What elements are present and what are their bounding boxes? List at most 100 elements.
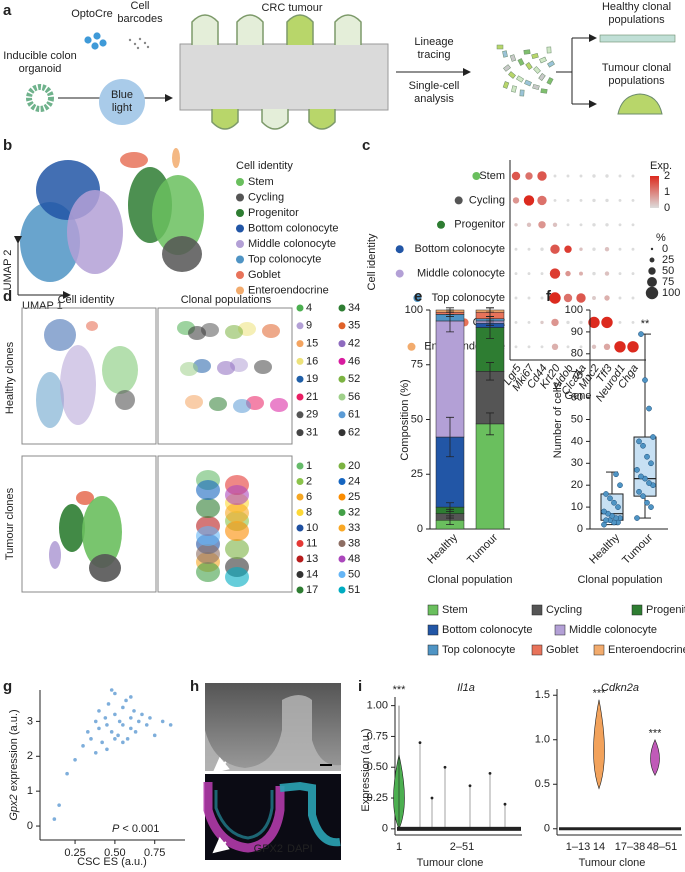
- legend-swatch: [236, 209, 244, 217]
- size-key: [648, 267, 656, 275]
- legend-label: Goblet: [248, 269, 280, 281]
- legend-label: 17: [306, 584, 318, 596]
- barcode-particle: [146, 45, 150, 49]
- single-cell-label: Single-cell analysis: [409, 80, 460, 105]
- legend-label: 31: [306, 427, 318, 439]
- legend-label: 33: [348, 522, 360, 534]
- legend-label: 24: [348, 475, 360, 487]
- legend-swatch: [296, 571, 304, 578]
- legend-label: Bottom colonocyte: [248, 222, 339, 234]
- clone-region: [188, 326, 206, 340]
- row-swatch: [407, 342, 416, 351]
- cluster-region: [102, 346, 138, 394]
- dot: [527, 272, 531, 276]
- blue-light-label: Blue light: [111, 89, 133, 114]
- point: [105, 723, 109, 727]
- row-label: Progenitor: [454, 219, 505, 231]
- legend-swatch: [296, 478, 304, 485]
- y-tick-label: 0.50: [367, 761, 388, 773]
- axis-label: Clonal population: [577, 574, 662, 586]
- y-tick-label: 90: [571, 326, 583, 338]
- dot: [605, 198, 609, 203]
- row-label: Middle colonocyte: [417, 268, 505, 280]
- x-tick-label: 0.50: [104, 847, 125, 859]
- cell-icon: [539, 56, 547, 64]
- legend-label: Progenitor: [248, 207, 299, 219]
- dot: [579, 198, 583, 202]
- clone-region: [209, 397, 227, 411]
- optocre-particle: [93, 32, 101, 40]
- clone-region: [196, 526, 220, 546]
- row-swatch: [472, 172, 481, 180]
- legend-swatch: [296, 555, 304, 563]
- cell-icon: [517, 58, 525, 66]
- y-tick-label: 60: [571, 392, 583, 404]
- point: [129, 726, 133, 731]
- size-key: [650, 247, 654, 251]
- clone-region: [225, 325, 243, 339]
- legend-label: Top colonocyte: [248, 253, 321, 265]
- cell-icon: [546, 46, 552, 54]
- legend-label: Enteroendocrine: [608, 644, 685, 656]
- y-tick-label: 0: [577, 523, 583, 535]
- panel-letter: a: [3, 2, 12, 19]
- panel-letter: g: [3, 678, 12, 695]
- error-bar: [486, 412, 494, 436]
- axis-label: Tumour clone: [579, 857, 646, 869]
- p-value-part: < 0.001: [119, 823, 159, 835]
- y-tick-label: 70: [571, 370, 583, 382]
- y-tick-label: 100: [405, 304, 423, 316]
- point: [644, 453, 650, 460]
- dot: [565, 270, 571, 277]
- x-tick-label: 14: [593, 841, 605, 853]
- dot: [538, 221, 546, 229]
- axis-label: Number of cells: [552, 381, 564, 458]
- barcode-particle: [136, 46, 140, 50]
- legend-swatch: [296, 524, 304, 532]
- point: [125, 737, 130, 741]
- point: [133, 730, 138, 734]
- y-tick-label: 3: [27, 715, 33, 727]
- point: [121, 723, 125, 727]
- y-tick-label: 1.5: [535, 689, 550, 701]
- point: [136, 719, 141, 724]
- dot: [537, 195, 547, 206]
- clone-region: [254, 360, 272, 374]
- dot: [566, 345, 570, 349]
- y-tick-label: 50: [571, 413, 583, 425]
- dot: [618, 272, 622, 276]
- legend-label: Middle colonocyte: [248, 238, 336, 250]
- legend-label: 42: [348, 338, 360, 350]
- point: [640, 493, 646, 499]
- axis-label: Gene: [565, 390, 592, 402]
- y-tick-label: 0.5: [535, 778, 550, 790]
- legend-swatch: [296, 509, 304, 516]
- cell-icon: [547, 60, 555, 68]
- panel-letter: f: [546, 288, 552, 305]
- y-tick-label: 30: [571, 457, 583, 469]
- cell-icon: [511, 85, 517, 93]
- point: [117, 719, 122, 724]
- legend-swatch: [554, 624, 566, 636]
- cluster-region: [152, 175, 204, 255]
- clone-region: [225, 521, 249, 541]
- cluster-region: [76, 491, 94, 505]
- legend-label: 56: [348, 391, 360, 403]
- y-tick-label: 0: [27, 820, 33, 832]
- dot: [592, 174, 596, 178]
- legend-label: 46: [348, 355, 360, 367]
- barcodes-label: Cell barcodes: [117, 0, 162, 25]
- healthy-pop-label: Healthy clonal populations: [602, 1, 671, 26]
- dot: [631, 247, 635, 251]
- cell-icon: [538, 73, 546, 81]
- point: [121, 705, 125, 710]
- legend-swatch: [338, 540, 346, 547]
- dot: [631, 174, 635, 178]
- point: [601, 508, 607, 515]
- row-swatch: [413, 294, 422, 302]
- dot: [618, 296, 622, 300]
- x-tick-label: 1: [396, 841, 402, 853]
- dot: [618, 223, 622, 227]
- legend-label: Cycling: [546, 604, 582, 616]
